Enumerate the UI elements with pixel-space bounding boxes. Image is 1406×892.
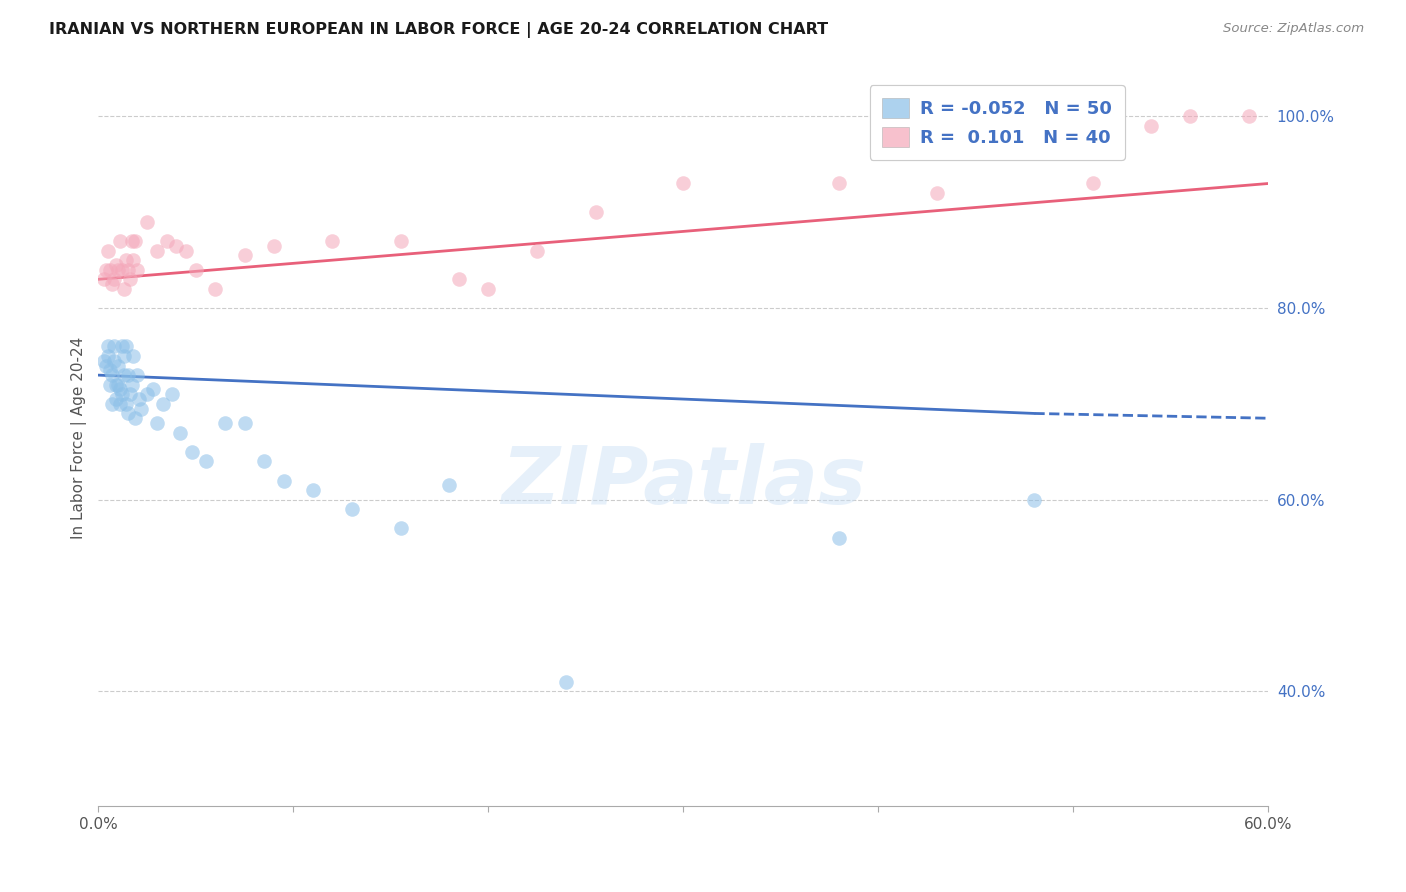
Point bbox=[98, 262, 121, 277]
Point bbox=[114, 339, 136, 353]
Point bbox=[1140, 119, 1163, 133]
Point bbox=[162, 387, 184, 401]
Point bbox=[111, 262, 134, 277]
Text: IRANIAN VS NORTHERN EUROPEAN IN LABOR FORCE | AGE 20-24 CORRELATION CHART: IRANIAN VS NORTHERN EUROPEAN IN LABOR FO… bbox=[49, 22, 828, 38]
Point bbox=[124, 411, 146, 425]
Point bbox=[389, 521, 412, 535]
Point bbox=[672, 177, 695, 191]
Point bbox=[121, 377, 143, 392]
Point bbox=[127, 262, 149, 277]
Point bbox=[169, 425, 191, 440]
Point bbox=[174, 244, 197, 258]
Point bbox=[103, 353, 125, 368]
Point bbox=[112, 282, 135, 296]
Point bbox=[1081, 177, 1104, 191]
Point bbox=[142, 383, 165, 397]
Point bbox=[112, 368, 135, 383]
Point bbox=[122, 349, 145, 363]
Point bbox=[93, 272, 115, 286]
Y-axis label: In Labor Force | Age 20-24: In Labor Force | Age 20-24 bbox=[72, 336, 87, 539]
Point bbox=[449, 272, 471, 286]
Point bbox=[101, 277, 124, 291]
Point bbox=[828, 531, 851, 545]
Point bbox=[93, 353, 115, 368]
Point bbox=[104, 258, 127, 272]
Point bbox=[128, 392, 150, 406]
Text: ZIPatlas: ZIPatlas bbox=[501, 442, 866, 521]
Point bbox=[111, 339, 134, 353]
Point bbox=[97, 349, 120, 363]
Point bbox=[273, 474, 295, 488]
Point bbox=[263, 239, 285, 253]
Point bbox=[98, 363, 121, 377]
Point bbox=[124, 234, 146, 248]
Point bbox=[121, 234, 143, 248]
Point bbox=[118, 387, 141, 401]
Point bbox=[117, 262, 139, 277]
Point bbox=[340, 502, 363, 516]
Point bbox=[122, 253, 145, 268]
Point bbox=[97, 244, 120, 258]
Point bbox=[146, 244, 169, 258]
Point bbox=[585, 205, 607, 219]
Point bbox=[94, 262, 117, 277]
Point bbox=[233, 416, 256, 430]
Point bbox=[194, 454, 217, 468]
Point bbox=[1024, 492, 1046, 507]
Text: Source: ZipAtlas.com: Source: ZipAtlas.com bbox=[1223, 22, 1364, 36]
Point bbox=[114, 397, 136, 411]
Point bbox=[104, 377, 127, 392]
Point bbox=[108, 397, 131, 411]
Point bbox=[127, 368, 149, 383]
Point bbox=[152, 397, 174, 411]
Point bbox=[1180, 110, 1202, 124]
Point bbox=[828, 177, 851, 191]
Point bbox=[97, 339, 120, 353]
Point bbox=[136, 387, 159, 401]
Point bbox=[104, 392, 127, 406]
Point bbox=[321, 234, 343, 248]
Point bbox=[103, 272, 125, 286]
Point bbox=[155, 234, 177, 248]
Point bbox=[389, 234, 412, 248]
Point bbox=[925, 186, 948, 200]
Point bbox=[107, 359, 129, 373]
Point bbox=[181, 444, 204, 458]
Point bbox=[112, 349, 135, 363]
Legend: R = -0.052   N = 50, R =  0.101   N = 40: R = -0.052 N = 50, R = 0.101 N = 40 bbox=[870, 85, 1125, 160]
Point bbox=[136, 215, 159, 229]
Point bbox=[477, 282, 499, 296]
Point bbox=[165, 239, 187, 253]
Point bbox=[94, 359, 117, 373]
Point bbox=[117, 368, 139, 383]
Point bbox=[118, 272, 141, 286]
Point bbox=[253, 454, 276, 468]
Point bbox=[233, 248, 256, 262]
Point bbox=[214, 416, 236, 430]
Point bbox=[108, 234, 131, 248]
Point bbox=[1237, 110, 1260, 124]
Point bbox=[146, 416, 169, 430]
Point bbox=[204, 282, 226, 296]
Point bbox=[117, 407, 139, 421]
Point bbox=[107, 262, 129, 277]
Point bbox=[184, 262, 207, 277]
Point bbox=[526, 244, 548, 258]
Point bbox=[555, 674, 578, 689]
Point bbox=[114, 253, 136, 268]
Point bbox=[98, 377, 121, 392]
Point bbox=[103, 339, 125, 353]
Point bbox=[101, 397, 124, 411]
Point bbox=[439, 478, 461, 492]
Point bbox=[107, 377, 129, 392]
Point bbox=[108, 383, 131, 397]
Point bbox=[101, 368, 124, 383]
Point bbox=[302, 483, 325, 497]
Point bbox=[129, 401, 152, 416]
Point bbox=[111, 387, 134, 401]
